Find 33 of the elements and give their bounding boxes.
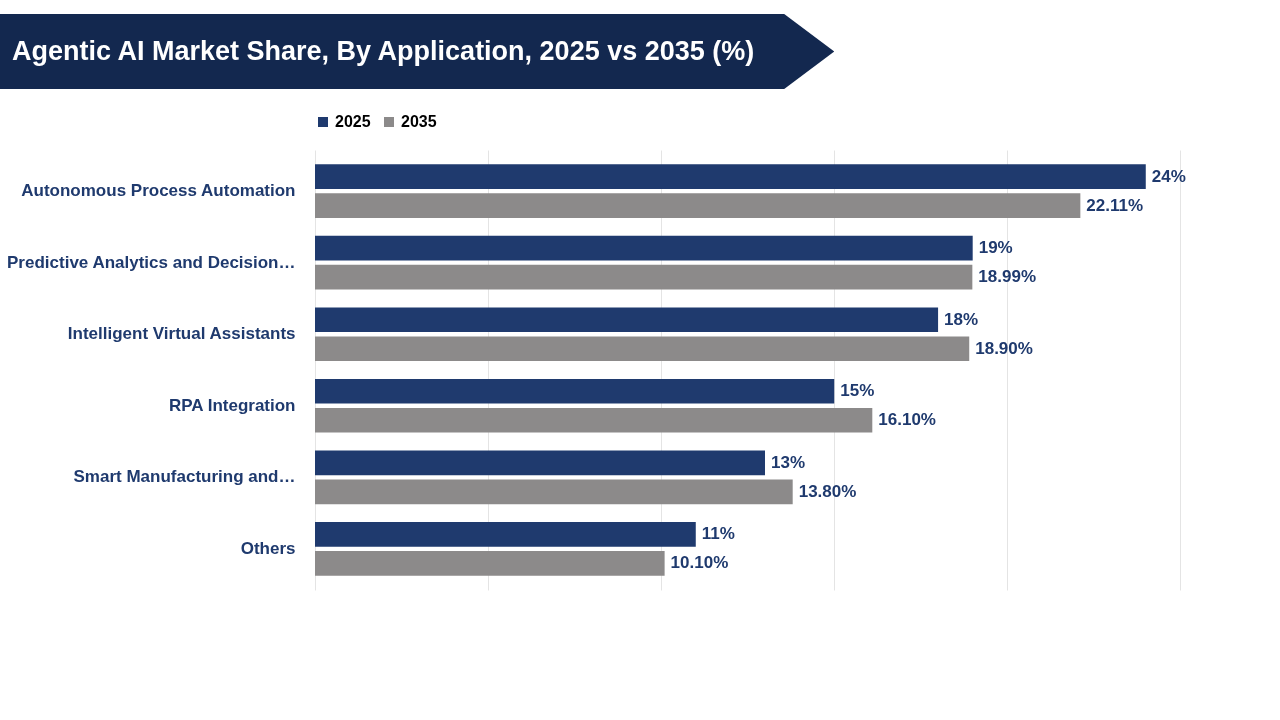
data-label: 11%: [701, 524, 735, 544]
data-label: 18.90%: [975, 338, 1033, 358]
bar: [315, 235, 973, 261]
bar: [315, 479, 793, 505]
y-tick-label: Others: [240, 538, 296, 558]
bar: [315, 522, 696, 547]
data-label: 19%: [978, 238, 1013, 258]
bar: [315, 264, 973, 290]
bar: [315, 551, 665, 576]
bar: [315, 336, 970, 362]
y-tick-label: Predictive Analytics and Decision…: [7, 252, 296, 272]
bar: [315, 407, 873, 433]
chart-title: Agentic AI Market Share, By Application, 2025 vs 2035 (%): [0, 14, 835, 89]
y-tick-label: RPA Integration: [168, 395, 296, 415]
legend-label: 2035: [401, 113, 437, 130]
y-tick-label: Intelligent Virtual Assistants: [67, 324, 296, 344]
bar: [315, 307, 939, 333]
data-label: 18%: [944, 309, 979, 329]
bar: [315, 164, 1146, 189]
bar: [315, 378, 835, 404]
y-tick-label: Autonomous Process Automation: [21, 181, 296, 201]
data-label: 10.10%: [670, 553, 729, 573]
data-label: 18.99%: [978, 267, 1037, 287]
data-label: 24%: [1151, 166, 1186, 186]
legend-label: 2025: [335, 113, 371, 130]
data-label: 13.80%: [798, 481, 857, 501]
bar: [315, 193, 1081, 218]
y-tick-label: Smart Manufacturing and…: [73, 467, 296, 487]
bar: [315, 450, 765, 476]
data-label: 16.10%: [878, 410, 936, 430]
data-label: 15%: [840, 381, 875, 401]
data-label: 22.11%: [1086, 195, 1144, 215]
data-label: 13%: [771, 452, 806, 472]
